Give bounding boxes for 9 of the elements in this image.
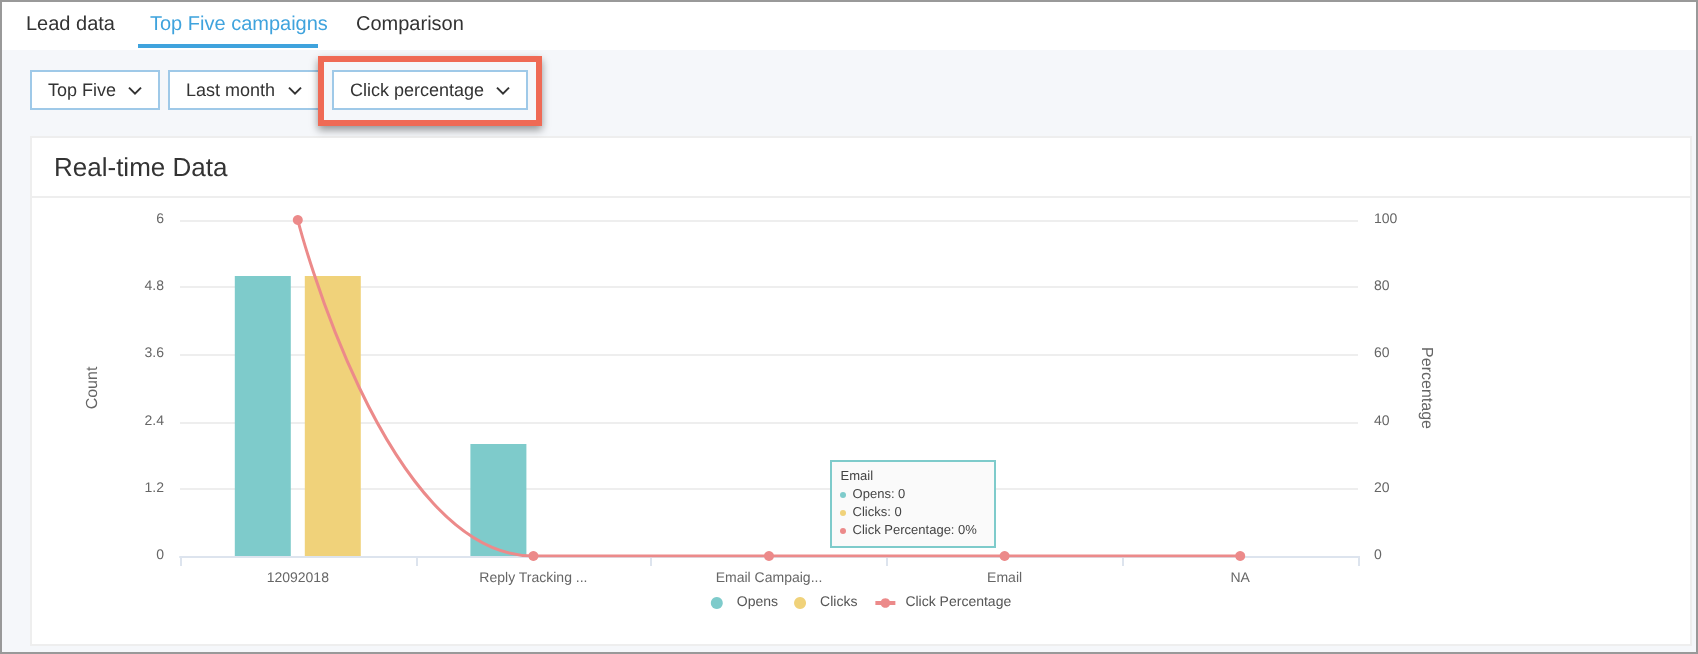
- y-axis-title: Count: [83, 365, 101, 410]
- text: Click percentage: [350, 80, 485, 100]
- text: Top Five: [48, 80, 117, 100]
- y2-axis-title: Percentage: [1418, 347, 1437, 431]
- text: Comparison: [356, 14, 464, 36]
- text: Lead data: [26, 14, 115, 36]
- chart-title: Real-time Data: [54, 152, 228, 182]
- text: Top Five campaigns: [150, 14, 328, 36]
- text: Last month: [186, 80, 276, 100]
